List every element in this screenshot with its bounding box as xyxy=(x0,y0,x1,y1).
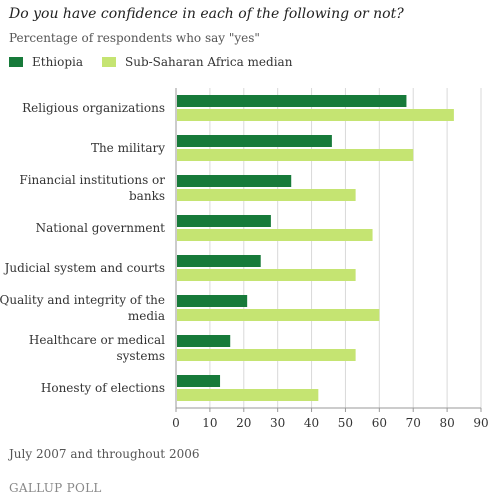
gallup-poll-logo: GALLUP POLL xyxy=(9,481,102,495)
bar-africa-median xyxy=(177,389,319,401)
category-label-line: Healthcare or medical xyxy=(29,333,165,347)
x-tick-label: 50 xyxy=(338,416,353,430)
x-tick-label: 10 xyxy=(202,416,217,430)
category-label-line: Quality and integrity of the xyxy=(0,293,165,307)
chart-title: Do you have confidence in each of the fo… xyxy=(9,6,404,22)
bar-africa-median xyxy=(177,309,380,321)
footnote: July 2007 and throughout 2006 xyxy=(9,447,200,461)
bar-ethiopia xyxy=(177,215,271,227)
legend-swatch-africa-median xyxy=(102,57,116,67)
category-label-line: National government xyxy=(36,221,166,235)
legend-swatch-ethiopia xyxy=(9,57,23,67)
x-tick-label: 80 xyxy=(439,416,454,430)
bar-ethiopia xyxy=(177,95,407,107)
bar-ethiopia xyxy=(177,175,292,187)
legend-item-ethiopia: Ethiopia xyxy=(9,55,83,69)
legend-label-ethiopia: Ethiopia xyxy=(32,55,84,69)
x-tick-label: 70 xyxy=(406,416,421,430)
category-label: National government xyxy=(36,221,166,235)
legend-item-africa-median: Sub-Saharan Africa median xyxy=(102,55,292,69)
category-label-line: Religious organizations xyxy=(22,101,165,115)
category-label-line: systems xyxy=(116,349,165,363)
category-label: Judicial system and courts xyxy=(3,261,165,275)
category-label: The military xyxy=(91,141,165,155)
category-label-line: media xyxy=(128,309,165,323)
category-label-line: Financial institutions or xyxy=(19,173,165,187)
bar-ethiopia xyxy=(177,375,221,387)
bar-africa-median xyxy=(177,189,356,201)
category-label: Healthcare or medical systems xyxy=(29,333,165,363)
bar-africa-median xyxy=(177,109,454,121)
bar-chart: 0 10 20 30 40 50 60 70 80 90 Religious organizatio… xyxy=(0,88,489,430)
x-tick-label: 20 xyxy=(236,416,251,430)
category-label: Quality and integrity of the media xyxy=(0,293,165,323)
category-label-line: Judicial system and courts xyxy=(3,261,165,275)
x-tick-label: 60 xyxy=(372,416,387,430)
x-tick-label: 90 xyxy=(473,416,488,430)
bar-ethiopia xyxy=(177,135,332,147)
bar-africa-median xyxy=(177,349,356,361)
category-label-line: Honesty of elections xyxy=(41,381,165,395)
bar-ethiopia xyxy=(177,335,231,347)
bar-africa-median xyxy=(177,149,414,161)
category-label-line: banks xyxy=(129,189,165,203)
bar-ethiopia xyxy=(177,295,248,307)
category-label-line: The military xyxy=(91,141,165,155)
bar-ethiopia xyxy=(177,255,261,267)
bar-africa-median xyxy=(177,269,356,281)
x-tick-label: 0 xyxy=(172,416,180,430)
legend-label-africa-median: Sub-Saharan Africa median xyxy=(125,55,293,69)
chart-subtitle: Percentage of respondents who say "yes" xyxy=(9,31,260,45)
x-tick-label: 30 xyxy=(270,416,285,430)
category-label: Financial institutions or banks xyxy=(19,173,165,203)
x-tick-label: 40 xyxy=(304,416,319,430)
bar-africa-median xyxy=(177,229,373,241)
category-label: Honesty of elections xyxy=(41,381,165,395)
category-label: Religious organizations xyxy=(22,101,165,115)
